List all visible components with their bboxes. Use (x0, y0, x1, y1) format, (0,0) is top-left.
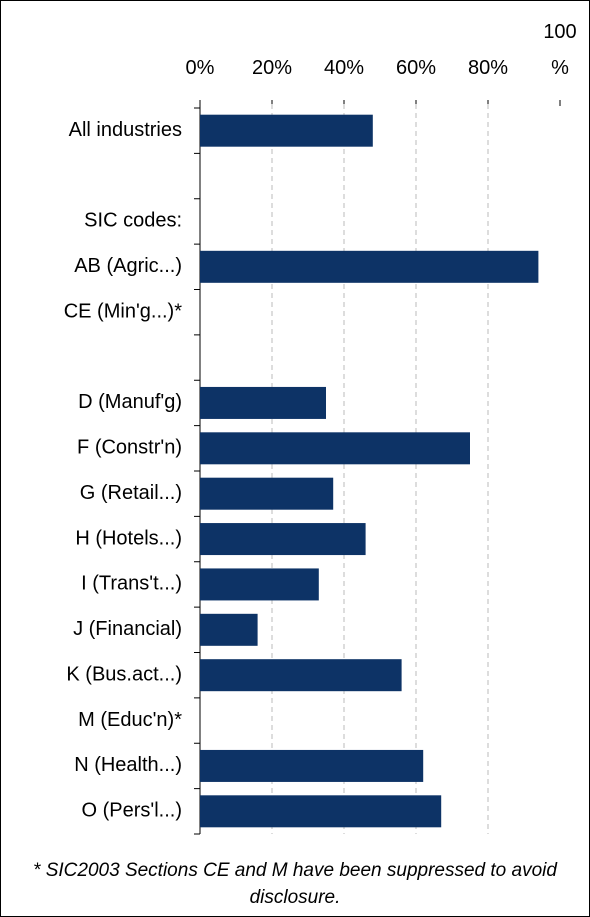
y-tick-label: H (Hotels...) (75, 527, 182, 549)
bar (200, 613, 258, 646)
x-tick-label: 40% (323, 57, 365, 79)
bar (200, 250, 539, 283)
y-tick-label: SIC codes: (84, 210, 182, 232)
x-tick-label: 100 % (543, 21, 577, 79)
bar (200, 568, 319, 601)
y-tick-label: I (Trans't...) (81, 573, 182, 595)
y-tick-label: CE (Min'g...)* (64, 300, 182, 322)
bar (200, 659, 402, 692)
y-tick-label: G (Retail...) (80, 482, 182, 504)
bar (200, 749, 424, 782)
bar (200, 523, 366, 556)
bar (200, 432, 470, 465)
x-tick-label: 60% (395, 57, 437, 79)
y-tick-label: D (Manuf'g) (78, 391, 182, 413)
x-tick-label: 20% (251, 57, 293, 79)
y-tick-label: F (Constr'n) (77, 437, 182, 459)
bar (200, 795, 442, 828)
x-tick-label: 0% (185, 57, 215, 79)
bar (200, 114, 373, 147)
y-tick-label: All industries (69, 119, 182, 141)
y-tick-label: K (Bus.act...) (66, 663, 182, 685)
y-tick-label: N (Health...) (74, 754, 182, 776)
y-tick-label: M (Educ'n)* (78, 709, 182, 731)
x-tick-label: 80% (467, 57, 509, 79)
footnote: * SIC2003 Sections CE and M have been su… (33, 860, 557, 908)
y-tick-label: O (Pers'l...) (82, 800, 183, 822)
y-tick-label: AB (Agric...) (74, 255, 182, 277)
bar (200, 386, 326, 419)
y-tick-label: J (Financial) (73, 618, 182, 640)
bar (200, 477, 334, 510)
